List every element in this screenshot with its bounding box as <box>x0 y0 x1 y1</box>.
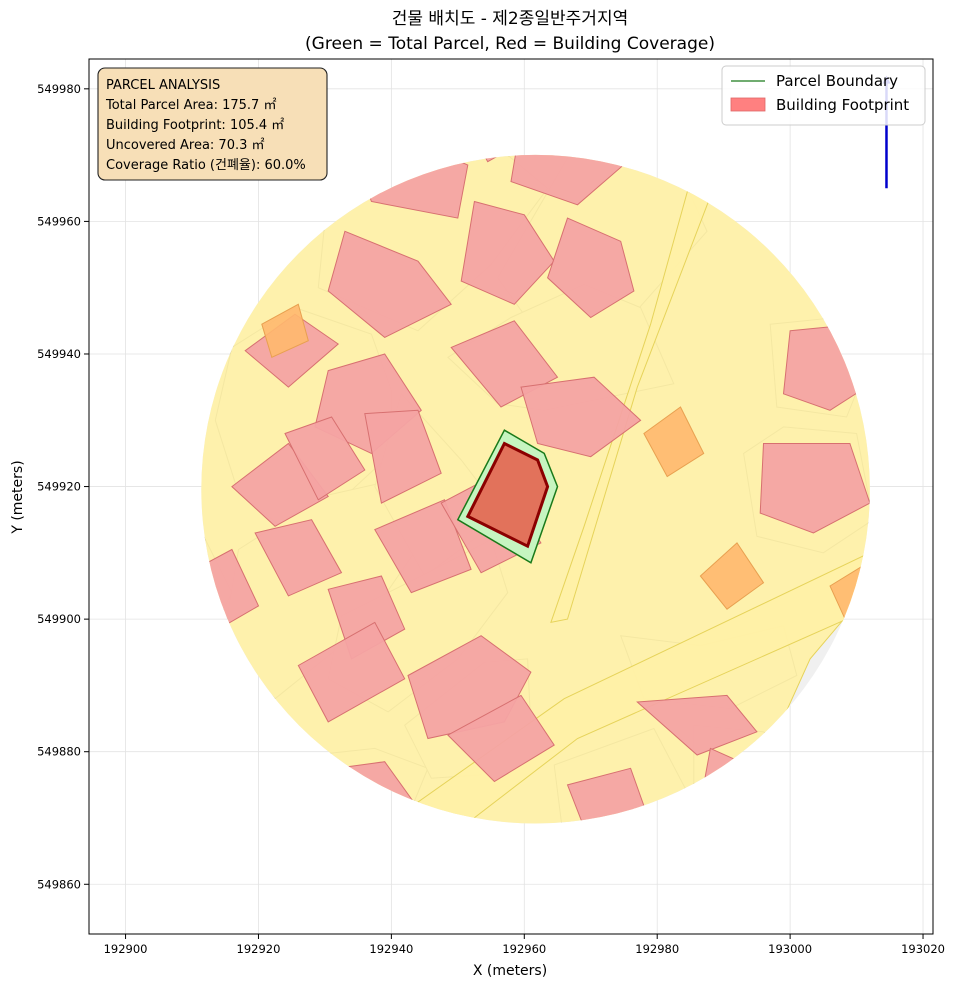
info-box-line-1: PARCEL ANALYSIS <box>106 78 220 93</box>
plot-frame <box>88 58 934 935</box>
y-tick-label: 549960 <box>37 214 81 228</box>
x-tick-label: 192940 <box>369 942 413 956</box>
context-building <box>547 217 635 319</box>
x-axis-label: X (meters) <box>473 963 547 979</box>
y-tick-label: 549860 <box>37 877 81 891</box>
legend: Parcel Boundary Building Footprint <box>721 65 926 126</box>
context-building <box>231 442 329 527</box>
context-building <box>374 499 472 594</box>
x-axis: 192900 192920 192940 192960 192980 193000 1930… <box>104 934 945 956</box>
context-building <box>460 154 536 163</box>
orange-building <box>643 406 705 478</box>
y-tick-label: 549880 <box>37 745 81 759</box>
info-box-line-5: Coverage Ratio (건폐율): 60.0% <box>106 158 306 173</box>
y-tick-label: 549940 <box>37 347 81 361</box>
context-building <box>636 694 758 756</box>
y-axis: 549860 549880 549900 549920 549940 549960 5499… <box>37 82 89 891</box>
info-box-line-2: Total Parcel Area: 175.7 ㎡ <box>105 98 276 113</box>
context-building <box>142 301 199 381</box>
y-tick-label: 549900 <box>37 612 81 626</box>
info-box-line-4: Uncovered Area: 70.3 ㎡ <box>106 138 265 153</box>
context-building <box>460 200 555 305</box>
context-building <box>297 621 406 723</box>
context-building <box>510 154 628 206</box>
context-building <box>364 409 442 504</box>
x-tick-label: 192920 <box>237 942 281 956</box>
orange-building <box>789 681 861 760</box>
context-building <box>201 588 220 663</box>
context-building <box>782 323 870 411</box>
legend-label-parcel-boundary: Parcel Boundary <box>776 72 898 90</box>
x-tick-label: 193020 <box>901 942 945 956</box>
context-building <box>520 376 642 458</box>
legend-swatch-building-footprint <box>730 97 766 112</box>
chart-subtitle: (Green = Total Parcel, Red = Building Co… <box>305 34 715 54</box>
context-building <box>558 851 634 914</box>
orange-building <box>261 303 309 358</box>
context-building <box>201 674 250 753</box>
context-building <box>566 767 652 824</box>
context-building <box>447 694 555 783</box>
x-tick-label: 192900 <box>104 942 148 956</box>
context-building <box>327 230 452 338</box>
info-box-background <box>97 67 328 181</box>
x-tick-label: 192980 <box>635 942 679 956</box>
chart-title: 건물 배치도 - 제2종일반주거지역 <box>392 9 628 29</box>
x-tick-label: 192960 <box>502 942 546 956</box>
context-building <box>703 747 798 822</box>
road <box>320 552 870 824</box>
map-area <box>142 75 891 914</box>
y-axis-label: Y (meters) <box>10 460 26 534</box>
orange-building <box>699 542 765 610</box>
x-tick-label: 193000 <box>768 942 812 956</box>
y-tick-label: 549980 <box>37 82 81 96</box>
context-building <box>759 443 870 534</box>
context-building <box>284 416 366 501</box>
target-building-footprint[interactable] <box>465 441 550 549</box>
info-box: PARCEL ANALYSIS Total Parcel Area: 175.7… <box>97 67 328 181</box>
info-box-line-3: Building Footprint: 105.4 ㎡ <box>106 118 284 133</box>
context-building <box>211 717 299 789</box>
context-building <box>254 519 343 597</box>
context-parcel <box>201 668 266 786</box>
y-tick-label: 549920 <box>37 480 81 494</box>
legend-label-building-footprint: Building Footprint <box>776 96 909 114</box>
legend-frame <box>721 65 926 126</box>
